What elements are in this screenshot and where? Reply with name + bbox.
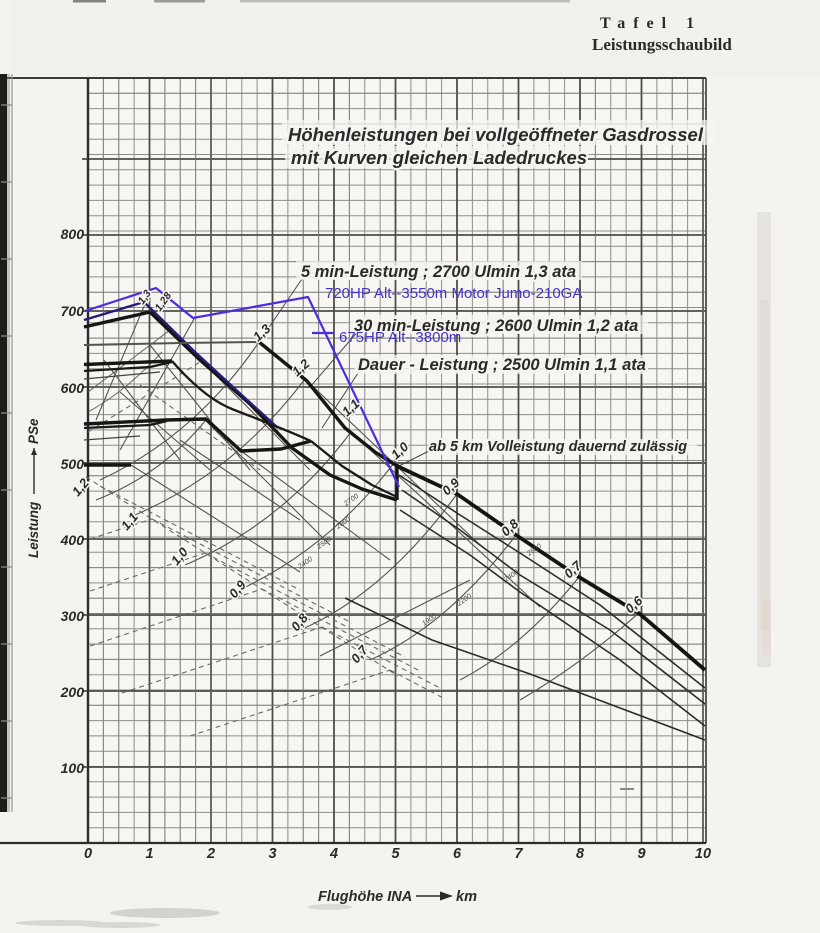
svg-text:Leistung: Leistung	[26, 501, 41, 558]
svg-text:PSe: PSe	[26, 418, 41, 444]
svg-text:km: km	[456, 889, 477, 905]
svg-text:Dauer - Leistung ; 2500 Ulmin: Dauer - Leistung ; 2500 Ulmin 1,1 ata	[358, 356, 646, 374]
svg-text:Tafel 1: Tafel 1	[600, 15, 702, 32]
svg-text:ab 5 km Volleistung dauernd: ab 5 km Volleistung dauernd zulässig	[429, 439, 687, 455]
svg-text:4: 4	[329, 846, 338, 862]
svg-text:30 min-Leistung ; 2600 Ulmin: 30 min-Leistung ; 2600 Ulmin 1,2 ata	[354, 317, 638, 335]
svg-text:2: 2	[206, 846, 215, 862]
svg-text:Leistungsschaubild: Leistungsschaubild	[592, 35, 732, 54]
svg-text:675HP Alt--3800m: 675HP Alt--3800m	[339, 329, 461, 346]
svg-text:0: 0	[84, 846, 92, 862]
svg-text:8: 8	[576, 846, 585, 862]
svg-text:Flughöhe INA: Flughöhe INA	[318, 889, 412, 905]
svg-text:800: 800	[61, 226, 85, 242]
svg-text:600: 600	[61, 380, 85, 396]
svg-text:400: 400	[60, 532, 85, 548]
svg-text:7: 7	[514, 846, 523, 862]
svg-text:100: 100	[61, 760, 85, 776]
svg-text:Höhenleistungen bei vollgeöffn: Höhenleistungen bei vollgeöffneter Gasdr…	[288, 124, 704, 145]
svg-text:5 min-Leistung ; 2700 Ulmin: 5 min-Leistung ; 2700 Ulmin 1,3 ata	[301, 263, 576, 281]
svg-text:720HP Alt--3550m Motor Jumo-: 720HP Alt--3550m Motor Jumo-210GA	[325, 285, 582, 302]
svg-text:1: 1	[145, 846, 153, 862]
svg-text:300: 300	[61, 608, 85, 624]
svg-text:3: 3	[268, 846, 276, 862]
svg-text:6: 6	[453, 846, 462, 862]
svg-text:200: 200	[60, 684, 85, 700]
svg-text:9: 9	[637, 846, 645, 862]
svg-text:10: 10	[695, 846, 711, 862]
svg-text:700: 700	[61, 303, 85, 319]
svg-text:500: 500	[61, 456, 85, 472]
svg-text:5: 5	[391, 846, 400, 862]
svg-text:mit Kurven gleichen Ladedrucke: mit Kurven gleichen Ladedruckes	[291, 147, 587, 168]
